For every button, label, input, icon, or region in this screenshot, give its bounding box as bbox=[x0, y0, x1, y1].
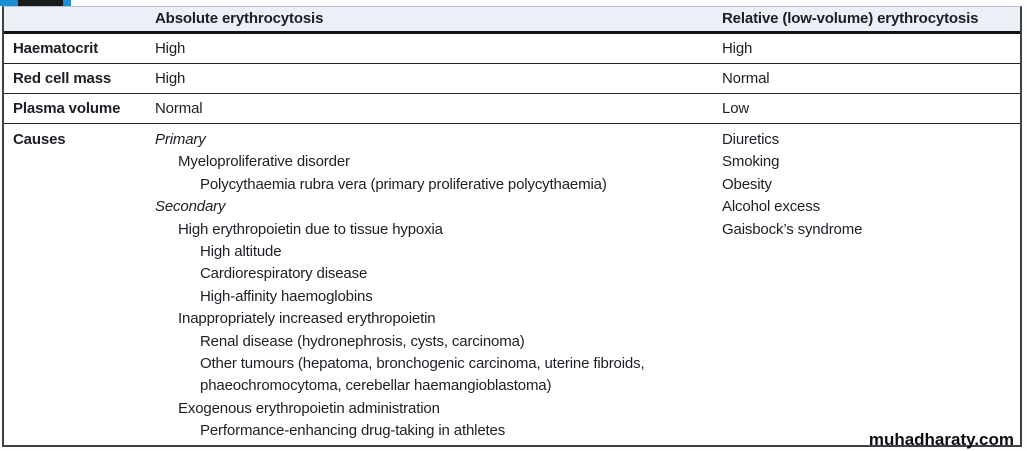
cause-line: High altitude bbox=[200, 243, 282, 261]
plasma-volume-relative-value: Low bbox=[722, 100, 750, 117]
table-row-causes: Causes Primary Myeloproliferative disorde… bbox=[4, 124, 1020, 443]
cause-line: Inappropriately increased erythropoietin bbox=[178, 310, 436, 328]
haematocrit-absolute-value: High bbox=[155, 40, 186, 57]
cause-line: Alcohol excess bbox=[722, 198, 820, 216]
cause-line: High-affinity haemoglobins bbox=[200, 287, 373, 305]
corner-tab-blue-right-segment bbox=[63, 0, 71, 6]
corner-tab-blue-left-segment bbox=[0, 0, 18, 6]
cause-line: Primary bbox=[155, 131, 206, 148]
watermark: muhadharaty.com bbox=[868, 430, 1014, 449]
cause-line: High erythropoietin due to tissue hypoxi… bbox=[178, 220, 443, 238]
cause-line: Secondary bbox=[155, 198, 226, 216]
cause-line: Renal disease (hydronephrosis, cysts, ca… bbox=[200, 332, 525, 350]
column-header-relative-erythrocytosis: Relative (low-volume) erythrocytosis bbox=[722, 10, 979, 27]
corner-tab-dark-segment bbox=[18, 0, 63, 6]
cause-line: Gaisbock’s syndrome bbox=[722, 220, 863, 238]
cause-line: Performance-enhancing drug-taking in ath… bbox=[200, 422, 506, 440]
cause-line: Diuretics bbox=[722, 131, 779, 148]
causes-absolute-list: Primary Myeloproliferative disorder Polycy… bbox=[155, 124, 722, 443]
cause-line: Myeloproliferative disorder bbox=[178, 153, 350, 171]
row-label-red-cell-mass: Red cell mass bbox=[13, 70, 112, 87]
cause-line: Other tumours (hepatoma, bronchogenic ca… bbox=[200, 355, 645, 395]
table-row-haematocrit: Haematocrit High High bbox=[4, 34, 1020, 64]
cause-line: Exogenous erythropoietin administration bbox=[178, 399, 440, 417]
cause-line: Polycythaemia rubra vera (primary prolif… bbox=[200, 175, 607, 193]
table-row-plasma-volume: Plasma volume Normal Low bbox=[4, 94, 1020, 124]
row-label-causes: Causes bbox=[13, 131, 66, 148]
red-cell-mass-relative-value: Normal bbox=[722, 70, 770, 87]
haematocrit-relative-value: High bbox=[722, 40, 753, 57]
row-label-plasma-volume: Plasma volume bbox=[13, 100, 121, 117]
cause-line: Cardiorespiratory disease bbox=[200, 265, 368, 283]
row-label-haematocrit: Haematocrit bbox=[13, 40, 99, 57]
cause-line: Smoking bbox=[722, 153, 780, 171]
plasma-volume-absolute-value: Normal bbox=[155, 100, 203, 117]
column-header-absolute-erythrocytosis: Absolute erythrocytosis bbox=[155, 10, 324, 27]
header-empty-cell bbox=[4, 7, 155, 31]
table-row-red-cell-mass: Red cell mass High Normal bbox=[4, 64, 1020, 94]
red-cell-mass-absolute-value: High bbox=[155, 70, 186, 87]
table-header-row: Absolute erythrocytosis Relative (low-vo… bbox=[4, 7, 1020, 34]
cause-line: Obesity bbox=[722, 175, 772, 193]
erythrocytosis-table: Absolute erythrocytosis Relative (low-vo… bbox=[2, 6, 1022, 447]
corner-tab bbox=[0, 0, 71, 6]
causes-relative-list: Diuretics Smoking Obesity Alcohol excess Gai… bbox=[722, 124, 1020, 443]
